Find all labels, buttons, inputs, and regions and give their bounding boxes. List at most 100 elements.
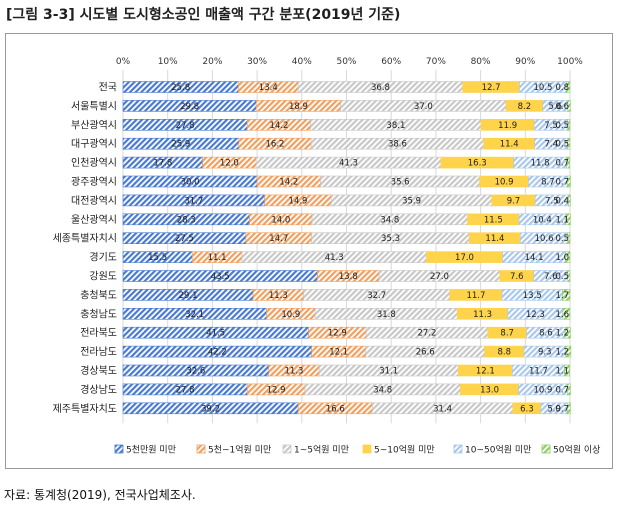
legend-entry: 1~5억원 미만 [294, 444, 349, 456]
data-label: 38.6 [388, 140, 407, 150]
x-tick-label: 20% [202, 57, 222, 67]
category-label: 전국 [99, 82, 117, 94]
data-label: 12.1 [476, 367, 495, 377]
data-label: 0.7 [555, 159, 569, 169]
x-tick-label: 40% [292, 57, 312, 67]
data-label: 10.9 [533, 385, 552, 395]
data-label: 7.5 [545, 196, 559, 206]
legend-swatch [362, 444, 372, 454]
data-label: 0.4 [555, 196, 569, 206]
bar-segment [567, 100, 571, 112]
data-label: 32.1 [185, 310, 204, 320]
x-tick-label: 10% [158, 57, 178, 67]
data-label: 1.1 [555, 367, 569, 377]
y-axis-categories: 전국서울특별시부산광역시대구광역시인천광역시광주광역시대전광역시울산광역시세종특… [53, 82, 117, 415]
data-label: 11.3 [269, 291, 288, 301]
data-label: 0.8 [555, 83, 569, 93]
data-label: 0.5 [555, 121, 569, 131]
legend-swatch [282, 444, 292, 454]
bar-segment [568, 194, 571, 207]
data-label: 38.1 [386, 121, 405, 131]
data-label: 27.5 [175, 234, 194, 244]
bar-segment [566, 81, 571, 93]
data-label: 14.2 [279, 178, 298, 188]
x-tick-label: 100% [557, 57, 583, 67]
data-label: 31.8 [377, 310, 396, 320]
legend: 5천만원 미만 5천~1억원 미만 1~5억원 미만 5~10억원 미만 10~50억원… [114, 444, 600, 456]
data-label: 8.8 [498, 348, 512, 358]
bar-segment [567, 383, 571, 396]
data-label: 25.9 [171, 140, 190, 150]
bar-segment [562, 307, 571, 320]
category-label: 서울특별시 [71, 100, 117, 112]
data-label: 18.9 [289, 102, 308, 112]
data-label: 0.5 [555, 234, 569, 244]
data-label: 9.7 [507, 196, 521, 206]
data-label: 27.8 [176, 121, 195, 131]
category-label: 경상남도 [80, 383, 117, 396]
x-tick-label: 30% [247, 57, 267, 67]
data-label: 0.7 [555, 385, 569, 395]
legend-entry: 5천만원 미만 [126, 445, 176, 456]
data-label: 6.3 [520, 404, 534, 414]
category-label: 울산광역시 [71, 214, 117, 226]
data-label: 10.4 [533, 215, 552, 225]
category-label: 전라북도 [80, 327, 117, 339]
bar-segment [564, 326, 571, 339]
category-label: 부산광역시 [71, 119, 117, 131]
data-label: 34.8 [373, 385, 392, 395]
data-label: 16.3 [468, 159, 487, 169]
data-label: 14.7 [269, 234, 288, 244]
legend-entry: 5천~1억원 미만 [208, 444, 271, 456]
data-label: 35.3 [381, 234, 400, 244]
bars [122, 81, 572, 415]
data-label: 12.7 [482, 83, 501, 93]
data-label: 14.2 [270, 121, 289, 131]
data-label: 8.6 [539, 329, 553, 339]
data-label: 12.3 [526, 310, 545, 320]
data-label: 7.6 [544, 272, 558, 282]
data-label: 11.3 [473, 310, 492, 320]
data-label: 31.7 [184, 196, 203, 206]
data-label: 43.5 [211, 272, 230, 282]
data-label: 1.2 [555, 329, 569, 339]
data-label: 11.4 [500, 140, 519, 150]
bar-segment [565, 345, 572, 358]
legend-entry: 50억원 이상 [553, 444, 600, 456]
data-label: 0.7 [555, 178, 569, 188]
data-label: 42.2 [208, 348, 227, 358]
bar-segment [565, 251, 571, 263]
legend-swatch [196, 444, 206, 454]
data-label: 0.6 [555, 102, 569, 112]
category-label: 경상북도 [80, 364, 117, 377]
data-label: 8.7 [541, 178, 555, 188]
legend-entry: 10~50억원 미만 [465, 444, 531, 456]
category-label: 대전광역시 [71, 195, 117, 207]
bar-segment [567, 232, 571, 244]
data-label: 10.5 [533, 83, 552, 93]
x-axis-ticks: 0% 10% 20% 30% 40% 50% 60% 70% 80% 90% 100% [116, 57, 583, 67]
category-label: 경기도 [89, 251, 117, 264]
chart-title: [그림 3-3] 시도별 도시형소공인 매출액 구간 분포(2019년 기준) [6, 7, 401, 23]
x-tick-label: 0% [116, 57, 131, 67]
data-label: 11.5 [484, 215, 503, 225]
data-label: 29.1 [179, 291, 198, 301]
data-label: 0.5 [555, 140, 569, 150]
bar-segment [567, 119, 571, 131]
data-label: 11.7 [529, 367, 548, 377]
data-label: 25.8 [171, 83, 190, 93]
bar-segment [567, 270, 571, 282]
data-label: 12.9 [267, 385, 286, 395]
data-label: 10.9 [495, 178, 514, 188]
data-label: 1.1 [555, 215, 569, 225]
data-label: 30.0 [181, 178, 200, 188]
data-label: 27.0 [430, 272, 449, 282]
bar-segment [566, 156, 570, 169]
data-label: 12.9 [328, 329, 347, 339]
data-label: 26.6 [416, 348, 435, 358]
data-label: 7.6 [510, 272, 524, 282]
data-label: 15.5 [148, 253, 167, 263]
category-label: 충청북도 [80, 289, 117, 301]
data-label: 10.9 [281, 310, 300, 320]
data-label: 11.9 [498, 121, 517, 131]
